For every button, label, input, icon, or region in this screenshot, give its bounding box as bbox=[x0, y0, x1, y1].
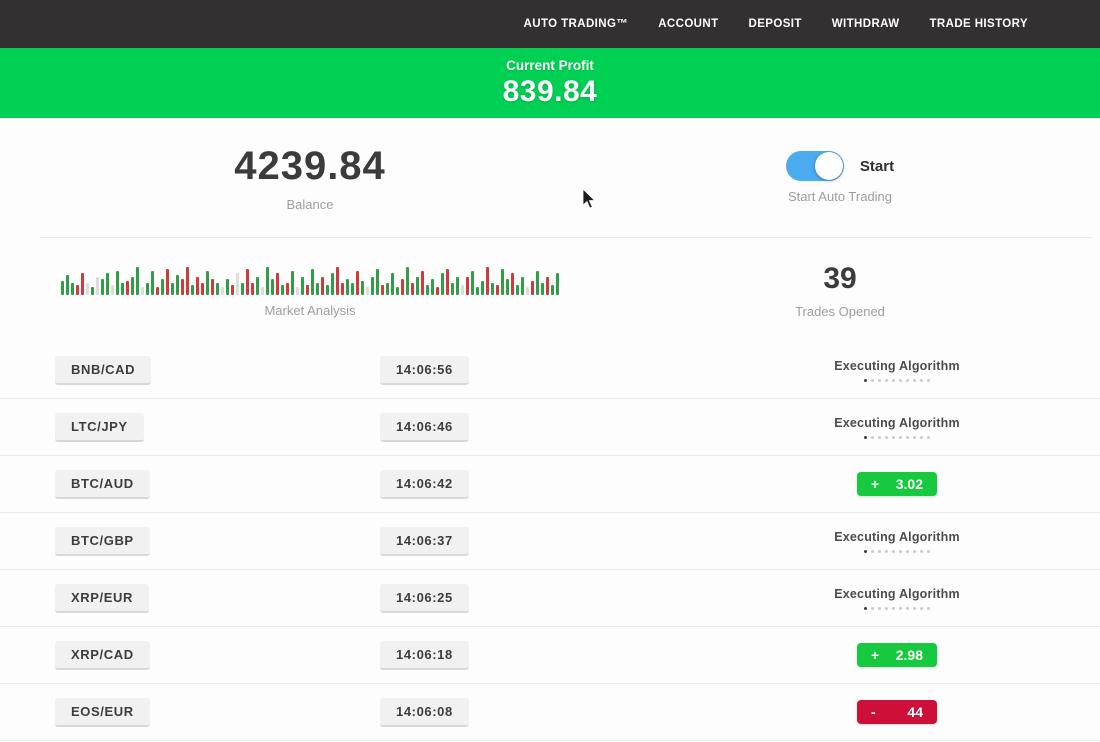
time-chip: 14:06:42 bbox=[380, 469, 469, 499]
executing-label: Executing Algorithm bbox=[834, 586, 960, 601]
nav-item[interactable]: TRADE HISTORY bbox=[929, 18, 1028, 30]
executing-label: Executing Algorithm bbox=[834, 358, 960, 373]
balance-value: 4239.84 bbox=[234, 143, 386, 188]
executing-label: Executing Algorithm bbox=[834, 529, 960, 544]
profit-banner: Current Profit 839.84 bbox=[0, 48, 1100, 118]
trade-status: Executing Algorithm bbox=[694, 416, 1100, 439]
market-analysis-label: Market Analysis bbox=[264, 302, 356, 318]
time-chip: 14:06:25 bbox=[380, 583, 469, 613]
pair-chip[interactable]: BNB/CAD bbox=[55, 355, 152, 385]
trade-row: LTC/JPY 14:06:46 Executing Algorithm bbox=[0, 399, 1100, 456]
pair-chip[interactable]: BTC/GBP bbox=[55, 526, 150, 556]
trade-status: Executing Algorithm bbox=[694, 587, 1100, 610]
trade-status: +3.02 bbox=[694, 472, 1100, 496]
pair-chip[interactable]: EOS/EUR bbox=[55, 697, 150, 727]
nav-item[interactable]: ACCOUNT bbox=[658, 18, 719, 30]
profit-badge: +3.02 bbox=[857, 472, 937, 496]
trade-status: +2.98 bbox=[694, 643, 1100, 667]
nav-item[interactable]: AUTO TRADING™ bbox=[523, 18, 629, 30]
pair-chip[interactable]: BTC/AUD bbox=[55, 469, 150, 499]
pair-chip[interactable]: XRP/EUR bbox=[55, 583, 149, 613]
market-analysis-chart bbox=[61, 263, 559, 295]
auto-trading-label: Start Auto Trading bbox=[787, 189, 893, 204]
loss-badge: -44 bbox=[857, 700, 937, 724]
pair-chip[interactable]: XRP/CAD bbox=[55, 640, 150, 670]
trade-status: Executing Algorithm bbox=[694, 530, 1100, 553]
trade-row: XRP/EUR 14:06:25 Executing Algorithm bbox=[0, 570, 1100, 627]
auto-trading-block: Start Start Auto Trading bbox=[620, 118, 1100, 237]
time-chip: 14:06:37 bbox=[380, 526, 469, 556]
nav-item[interactable]: WITHDRAW bbox=[831, 18, 900, 30]
balance-label: Balance bbox=[286, 196, 334, 212]
trades-list: BNB/CAD 14:06:56 Executing Algorithm LTC… bbox=[0, 342, 1100, 741]
executing-label: Executing Algorithm bbox=[834, 415, 960, 430]
top-nav: AUTO TRADING™ ACCOUNT DEPOSIT WITHDRAW T… bbox=[0, 0, 1100, 48]
time-chip: 14:06:18 bbox=[380, 640, 469, 670]
time-chip: 14:06:56 bbox=[380, 355, 469, 385]
executing-progress-dots bbox=[864, 378, 930, 382]
summary-bottom: Market Analysis 39 Trades Opened bbox=[0, 238, 1100, 342]
profit-banner-value: 839.84 bbox=[502, 74, 598, 108]
trade-status: Executing Algorithm bbox=[694, 359, 1100, 382]
market-analysis-block: Market Analysis bbox=[0, 238, 620, 342]
trade-row: BTC/GBP 14:06:37 Executing Algorithm bbox=[0, 513, 1100, 570]
pair-chip[interactable]: LTC/JPY bbox=[55, 412, 144, 442]
trades-opened-value: 39 bbox=[823, 261, 857, 295]
executing-progress-dots bbox=[864, 606, 930, 610]
trade-row: BNB/CAD 14:06:56 Executing Algorithm bbox=[0, 342, 1100, 399]
nav-item[interactable]: DEPOSIT bbox=[748, 18, 802, 30]
trade-row: EOS/EUR 14:06:08 -44 bbox=[0, 684, 1100, 741]
trades-opened-label: Trades Opened bbox=[795, 303, 885, 319]
balance-block: 4239.84 Balance bbox=[0, 118, 620, 237]
trades-opened-block: 39 Trades Opened bbox=[620, 238, 1100, 342]
profit-badge: +2.98 bbox=[857, 643, 937, 667]
trade-row: BTC/AUD 14:06:42 +3.02 bbox=[0, 456, 1100, 513]
executing-progress-dots bbox=[864, 435, 930, 439]
time-chip: 14:06:08 bbox=[380, 697, 469, 727]
trade-status: -44 bbox=[694, 700, 1100, 724]
trade-row: XRP/CAD 14:06:18 +2.98 bbox=[0, 627, 1100, 684]
executing-progress-dots bbox=[864, 549, 930, 553]
time-chip: 14:06:46 bbox=[380, 412, 469, 442]
auto-trading-toggle[interactable] bbox=[785, 151, 844, 181]
profit-banner-label: Current Profit bbox=[506, 57, 594, 73]
toggle-knob bbox=[814, 152, 843, 180]
divider bbox=[40, 237, 1092, 238]
summary-top: 4239.84 Balance Start Start Auto Trading bbox=[0, 118, 1100, 237]
toggle-label: Start bbox=[859, 157, 895, 175]
